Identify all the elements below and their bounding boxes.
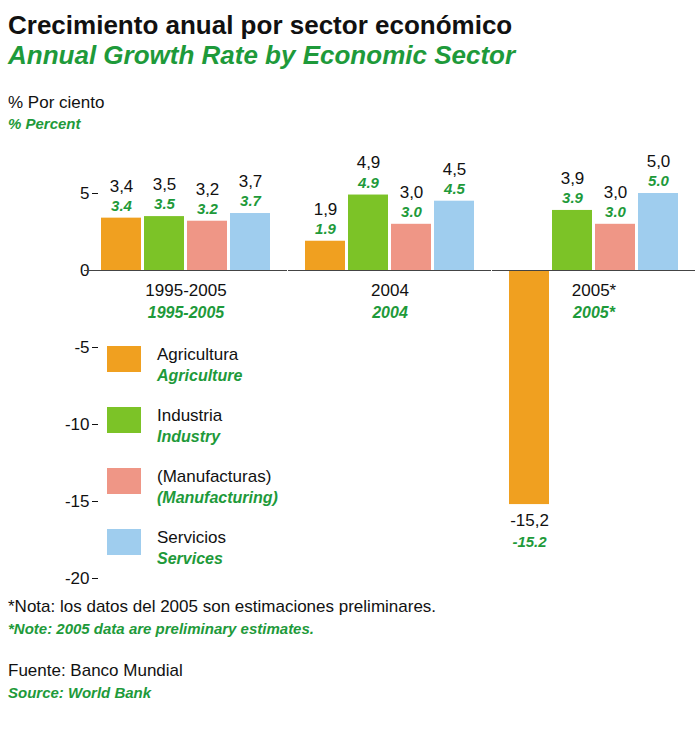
svg-text:3.4: 3.4: [111, 197, 133, 214]
svg-text:3,5: 3,5: [153, 175, 177, 194]
html-text:Servicios: Servicios: [157, 528, 226, 547]
html-text:Industry: Industry: [157, 428, 221, 445]
svg-text:2004: 2004: [371, 304, 408, 321]
svg-text:3.0: 3.0: [605, 203, 627, 220]
html-text:% Percent: % Percent: [8, 115, 81, 132]
svg-text:1995-2005: 1995-2005: [148, 304, 226, 321]
html-text:Agricultura: Agricultura: [157, 345, 239, 364]
svg-text:3,4: 3,4: [110, 177, 134, 196]
svg-text:5: 5: [80, 184, 89, 203]
svg-text:-15,2: -15,2: [510, 511, 549, 530]
svg-text:3,9: 3,9: [561, 169, 585, 188]
svg-text:-20: -20: [65, 569, 90, 588]
svg-text:-15.2: -15.2: [512, 533, 547, 550]
svg-text:3.9: 3.9: [562, 189, 584, 206]
svg-text:5.0: 5.0: [648, 172, 670, 189]
html-text:Industria: Industria: [157, 406, 223, 425]
html-text:Agriculture: Agriculture: [157, 367, 243, 384]
svg-text:4.5: 4.5: [443, 180, 466, 197]
svg-text:1,9: 1,9: [314, 200, 338, 219]
html-text:Fuente: Banco Mundial: Fuente: Banco Mundial: [8, 661, 183, 680]
svg-text:3.7: 3.7: [240, 192, 262, 209]
svg-text:-5: -5: [74, 338, 89, 357]
html-text:Source: World Bank: Source: World Bank: [8, 684, 152, 701]
svg-text:3,0: 3,0: [400, 183, 424, 202]
svg-text:2004: 2004: [371, 281, 409, 300]
svg-text:3.5: 3.5: [154, 195, 176, 212]
html-text:(Manufacturing): (Manufacturing): [157, 489, 278, 506]
html-text:% Por ciento: % Por ciento: [8, 93, 105, 112]
svg-text:5,0: 5,0: [647, 152, 671, 171]
svg-text:-10: -10: [65, 415, 90, 434]
html-text:Services: Services: [157, 550, 223, 567]
svg-text:1995-2005: 1995-2005: [145, 281, 226, 300]
svg-text:4.9: 4.9: [357, 174, 380, 191]
svg-text:0: 0: [80, 260, 90, 280]
html-text:Crecimiento anual por sector e: Crecimiento anual por sector económico: [8, 10, 513, 40]
html-text:Annual Growth Rate by Economic: Annual Growth Rate by Economic Sector: [8, 40, 516, 70]
svg-text:4,9: 4,9: [357, 153, 381, 172]
svg-text:4,5: 4,5: [443, 160, 467, 179]
svg-text:3.0: 3.0: [401, 203, 423, 220]
svg-text:3,7: 3,7: [239, 172, 263, 191]
svg-text:2005*: 2005*: [572, 304, 616, 321]
svg-text:-15: -15: [65, 492, 90, 511]
html-text:(Manufacturas): (Manufacturas): [157, 467, 272, 486]
svg-text:3,2: 3,2: [196, 180, 220, 199]
svg-text:2005*: 2005*: [572, 281, 617, 300]
svg-text:1.9: 1.9: [315, 220, 337, 237]
svg-text:3.2: 3.2: [197, 200, 219, 217]
svg-text:3,0: 3,0: [604, 183, 628, 202]
html-text:*Note: 2005 data are prelimina: *Note: 2005 data are preliminary estimat…: [8, 620, 314, 637]
html-text:*Nota: los datos del 2005 son: *Nota: los datos del 2005 son estimacion…: [8, 597, 437, 616]
